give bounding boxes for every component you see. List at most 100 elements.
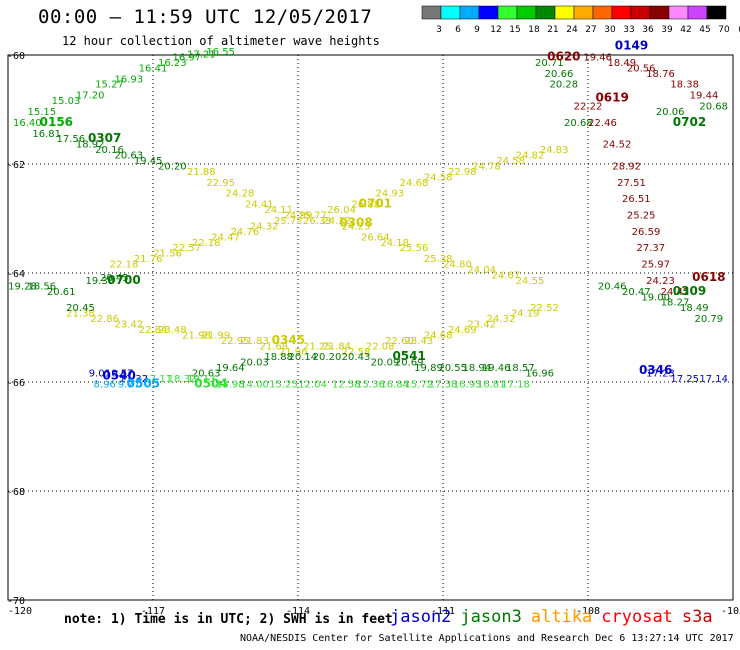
swh-value: 24.69 [448, 325, 477, 336]
x-tick-label: -120 [8, 606, 32, 617]
pass-time-label: 0346 [639, 363, 672, 377]
swh-value: 24.04 [467, 265, 496, 276]
swh-value: 15.36 [356, 379, 385, 390]
swh-value: 24.28 [226, 189, 255, 200]
swh-value: 17.23 [646, 369, 675, 380]
swh-value: 25.38 [424, 254, 453, 265]
pass-time-label: 0700 [107, 273, 140, 287]
colorbar-swatch [573, 5, 594, 20]
swh-value: 22.08 [366, 341, 395, 352]
pass-time-label: 0156 [40, 115, 73, 129]
swh-value: 25.56 [400, 243, 429, 254]
swh-value: 17.14 [699, 374, 728, 385]
colorbar-label: 27 [585, 25, 596, 35]
colorbar-swatch [649, 5, 670, 20]
colorbar-label: 15 [509, 25, 520, 35]
colorbar-swatch [421, 5, 442, 20]
swh-value: 16.81 [32, 129, 61, 140]
swh-value: 16.40 [13, 118, 42, 129]
swh-value: 18.94 [463, 363, 492, 374]
pass-time-label: 0504 [194, 376, 227, 390]
swh-value: 10.57 [105, 369, 134, 380]
swh-value: 26.59 [632, 227, 661, 238]
swh-value: 9.01 [89, 369, 111, 380]
swh-value: 25.77 [298, 211, 327, 222]
swh-value: 16.97 [173, 52, 202, 63]
colorbar-swatch [611, 5, 632, 20]
swh-value: 24.41 [245, 200, 274, 211]
swh-value: 19.46 [482, 363, 511, 374]
swh-value: 21.98 [182, 330, 211, 341]
swh-value: 18.88 [264, 352, 293, 363]
swh-value: 20.43 [342, 352, 371, 363]
chart-title: 00:00 – 11:59 UTC 12/05/2017 [38, 6, 373, 28]
colorbar-label: (ft) [738, 25, 740, 35]
swh-value: 16.84 [380, 379, 409, 390]
colorbar-label: 36 [642, 25, 654, 35]
swh-value: 22.18 [110, 260, 139, 271]
colorbar-label: 18 [528, 25, 540, 35]
legend-altika: altika [530, 607, 593, 627]
colorbar-swatch [497, 5, 518, 20]
swh-value: 25.97 [641, 260, 670, 271]
satellite-legend: jason2 jason3 altika cryosat s3a [390, 607, 722, 627]
swh-value: 22.46 [588, 118, 617, 129]
x-tick-label: -111 [431, 606, 455, 617]
y-tick-label: -62 [7, 160, 25, 171]
colorbar-label: 70 [718, 25, 730, 35]
swh-value: 16.81 [477, 379, 506, 390]
swh-value: 23.43 [405, 336, 434, 347]
swh-value: 20.55 [438, 363, 467, 374]
pass-time-label: 0149 [615, 39, 648, 53]
swh-value: 20.69 [395, 358, 424, 369]
swh-value: 20.09 [371, 358, 400, 369]
pass-time-label: 0541 [392, 349, 425, 363]
swh-value: 16.93 [115, 74, 144, 85]
swh-value: 24.52 [603, 140, 632, 151]
swh-value: 23.48 [158, 325, 187, 336]
swh-value: 23.42 [115, 320, 144, 331]
swh-value: 22.58 [342, 347, 371, 358]
swh-value: 15.15 [28, 107, 57, 118]
x-tick-label: -117 [141, 606, 165, 617]
swh-value: 21.56 [153, 249, 182, 260]
swh-value: 26.51 [622, 194, 651, 205]
colorbar-label: 3 [436, 25, 442, 35]
swh-value: 14.00 [240, 379, 269, 390]
legend-jason3: jason3 [460, 607, 522, 627]
swh-value: 16.96 [525, 369, 554, 380]
swh-value: 9.77 [118, 379, 140, 390]
swh-value: 22.60 [385, 336, 414, 347]
swh-value: 20.63 [192, 369, 221, 380]
colorbar-label: 30 [604, 25, 616, 35]
swh-value: 21.25 [303, 341, 332, 352]
swh-value: 17.11 [144, 374, 173, 385]
swh-value: 28.92 [612, 161, 641, 172]
swh-value: 25.72 [274, 216, 303, 227]
swh-value: 17.18 [501, 379, 530, 390]
colorbar-swatch [459, 5, 480, 20]
colorbar-swatch [687, 5, 708, 20]
swh-value: 20.45 [66, 303, 95, 314]
y-tick-label: -66 [7, 378, 25, 389]
swh-value: 21.83 [240, 336, 269, 347]
colorbar-label: 9 [474, 25, 480, 35]
swh-value: 20.66 [545, 69, 574, 80]
swh-value: 24.99 [284, 211, 313, 222]
swh-value: 24.80 [443, 260, 472, 271]
colorbar-label: 33 [623, 25, 634, 35]
swh-value: 24.47 [211, 232, 240, 243]
pass-time-label: 0702 [673, 115, 706, 129]
swh-value: 20.20 [313, 352, 342, 363]
swh-value: 26.33 [303, 216, 332, 227]
swh-value: 20.46 [598, 281, 627, 292]
swh-value: 24.58 [424, 172, 453, 183]
pass-time-label: 0620 [547, 49, 580, 63]
swh-value: 19.28 [8, 281, 37, 292]
colorbar-label: 12 [490, 25, 501, 35]
swh-value: 18.27 [661, 298, 690, 309]
swh-value: 21.99 [202, 330, 231, 341]
swh-value: 24.23 [342, 221, 371, 232]
swh-value: 8.96 [94, 379, 116, 390]
colorbar-swatch [706, 5, 727, 20]
